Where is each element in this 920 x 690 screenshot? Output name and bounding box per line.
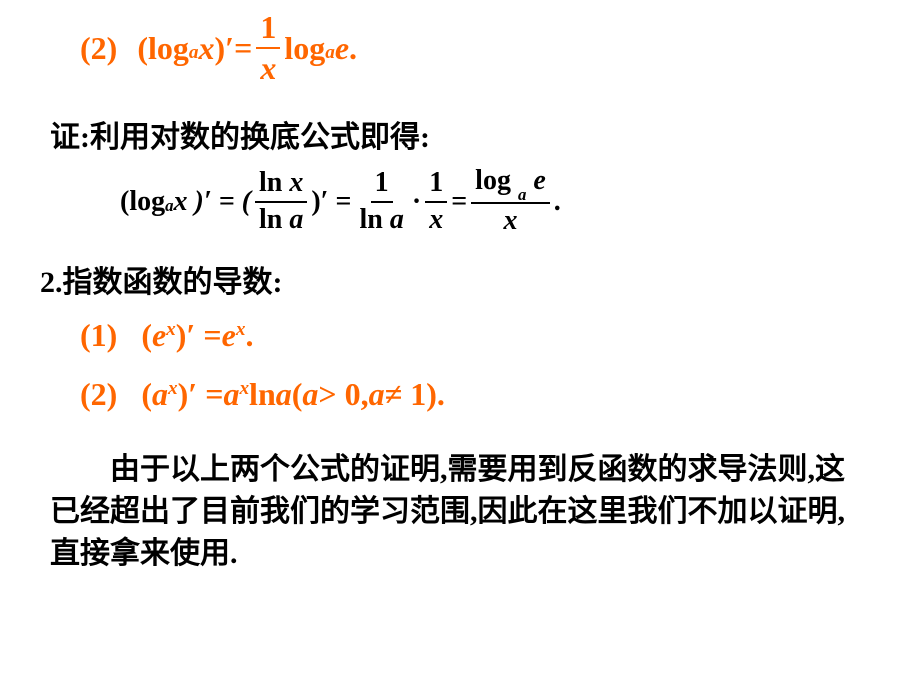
pe-f2-num: 1 (371, 168, 393, 203)
f1-frac-num: 1 (256, 10, 280, 49)
f3-cond-open: ( (292, 376, 303, 413)
f3-cond-a: a (302, 376, 318, 413)
pe-f4-den: x (499, 204, 521, 237)
pe-frac2: 1 ln a (356, 168, 408, 236)
f1-frac: 1 x (256, 10, 280, 86)
f1-frac-den: x (256, 49, 280, 86)
f3-open: ( (117, 376, 152, 413)
f3-lnarg: a (276, 376, 292, 413)
formula1-label: (2) (80, 30, 117, 67)
f1-eq: = (234, 30, 252, 67)
pe-dot: · (412, 186, 421, 218)
f2-label: (1) (80, 317, 117, 354)
pe-f4-num: log a e (471, 166, 550, 204)
pe-eq2: = (451, 186, 467, 218)
pe-p1b: x )′ = ( (174, 186, 251, 218)
f2-exp1: x (166, 319, 176, 341)
proof-equation: (log a x )′ = ( ln x ln a )′ = 1 ln a · … (120, 166, 870, 237)
f2-exp2: x (236, 319, 246, 341)
pe-f3-num: 1 (425, 168, 447, 203)
f3-mid: )′ = (178, 376, 224, 413)
explanation-note: 由于以上两个公式的证明,需要用到反函数的求导法则,这已经超出了目前我们的学习范围… (50, 449, 870, 575)
proof-intro: 证:利用对数的换底公式即得: (50, 112, 870, 156)
f3-cond-gt: > 0, (318, 376, 368, 413)
pe-p1-sub: a (165, 196, 173, 216)
f1-rhs-e: e (335, 30, 349, 67)
pe-f3-den: x (425, 203, 447, 236)
f2-base2: e (222, 317, 236, 354)
formula-log-derivative: (2) (log a x )′ = 1 x log a e . (80, 10, 870, 86)
f1-lhs-open: (log (137, 30, 189, 67)
f3-base2: a (223, 376, 239, 413)
formula-exp-e: (1) ( e x )′ = e x . (80, 317, 870, 354)
pe-frac3: 1 x (425, 168, 447, 236)
pe-p1: (log (120, 186, 165, 218)
f1-lhs-var: x (198, 30, 214, 67)
pe-period: . (554, 186, 561, 218)
f3-cond-a2: a (369, 376, 385, 413)
f1-lhs-close: )′ (214, 30, 234, 67)
f3-exp1: x (168, 378, 178, 400)
f3-ln: ln (249, 376, 276, 413)
note-text: 由于以上两个公式的证明,需要用到反函数的求导法则,这已经超出了目前我们的学习范围… (50, 453, 845, 570)
pe-f1-den: ln a (255, 203, 307, 236)
f3-cond-ne: ≠ 1). (385, 376, 445, 413)
slide-page: (2) (log a x )′ = 1 x log a e . 证:利用对数的换… (0, 0, 920, 690)
section2-title: 2.指数函数的导数: (40, 257, 870, 301)
f2-period: . (245, 317, 253, 354)
f2-base1: e (152, 317, 166, 354)
f2-mid: )′ = (176, 317, 222, 354)
f3-base1: a (152, 376, 168, 413)
f3-label: (2) (80, 376, 117, 413)
f1-rhs-sub: a (325, 42, 335, 64)
f1-period: . (349, 30, 357, 67)
pe-f2-den: ln a (356, 203, 408, 236)
pe-p2: )′ = (311, 186, 351, 218)
f2-open: ( (117, 317, 152, 354)
f1-rhs-log: log (284, 30, 325, 67)
formula-exp-a: (2) ( a x )′ = a x ln a ( a > 0, a ≠ 1). (80, 376, 870, 413)
pe-frac4: log a e x (471, 166, 550, 237)
pe-frac1: ln x ln a (255, 168, 307, 236)
pe-f1-num: ln x (255, 168, 307, 203)
f1-lhs-sub: a (189, 42, 199, 64)
f3-exp2: x (239, 378, 249, 400)
note-indent (50, 453, 110, 486)
